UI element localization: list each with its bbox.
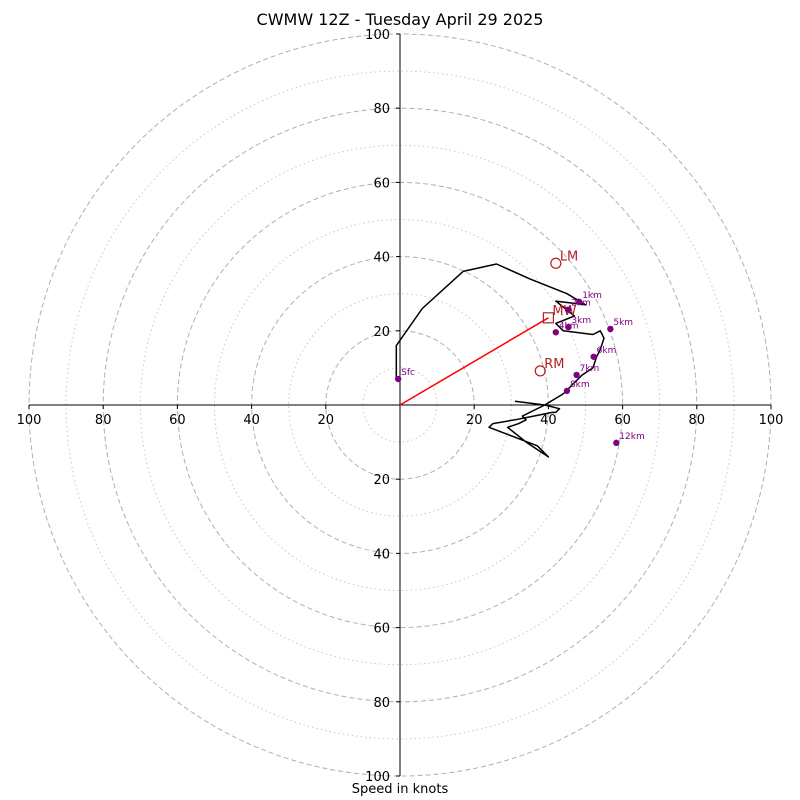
storm-motion-mw-marker [542, 312, 555, 324]
height-marker-3km [565, 323, 572, 331]
height-marker-4km [552, 329, 560, 336]
y-tick-bottom-80: 80 [373, 696, 390, 711]
hodograph-line [395, 263, 605, 458]
x-tick-right-60: 60 [614, 413, 631, 428]
hodograph-trace [395, 263, 605, 458]
x-tick-right-20: 20 [466, 413, 483, 428]
height-label-12km: 12km [619, 432, 644, 442]
x-tick-right-100: 100 [759, 413, 784, 428]
height-label-7km: 7km [580, 364, 600, 374]
storm-motion-lm-marker [550, 257, 562, 269]
tick-labels: 100 80 60 40 20 20 40 60 80 100 100 80 60 40 20 20 40 60 8… [17, 28, 784, 785]
height-label-6km: 6km [597, 346, 617, 356]
storm-motion-rm-label: RM [544, 357, 564, 372]
y-tick-bottom-60: 60 [373, 622, 390, 637]
height-label-2km: 2km [571, 299, 591, 309]
y-tick-top-40: 40 [373, 251, 390, 266]
storm-motion-markers: LM RM MW [534, 249, 578, 377]
height-label-sfc: Sfc [401, 368, 415, 378]
storm-motion-lm-label: LM [560, 249, 578, 264]
height-label-5km: 5km [613, 318, 633, 328]
y-tick-bottom-100: 100 [365, 770, 390, 785]
y-tick-top-100: 100 [365, 28, 390, 43]
storm-motion-rm-marker [534, 365, 546, 377]
height-marker-5km [607, 325, 614, 333]
x-tick-right-80: 80 [689, 413, 706, 428]
y-tick-top-20: 20 [373, 325, 390, 340]
x-axis-label: Speed in knots [351, 782, 449, 797]
height-label-4km: 4km [559, 321, 579, 331]
shear-vector [399, 317, 549, 406]
y-tick-bottom-20: 20 [373, 473, 390, 488]
y-tick-top-60: 60 [373, 176, 390, 191]
height-label-1km: 1km [582, 291, 602, 301]
height-label-8km: 8km [570, 380, 590, 390]
height-marker-8km [563, 387, 571, 395]
x-tick-left-40: 40 [243, 413, 260, 428]
x-tick-left-20: 20 [318, 413, 335, 428]
height-marker-1km [575, 298, 583, 306]
height-marker-7km [573, 371, 580, 379]
height-marker-12km [613, 439, 620, 447]
storm-motion-mw-label: MW [552, 304, 576, 319]
y-tick-bottom-40: 40 [373, 547, 390, 562]
height-label-3km: 3km [571, 316, 591, 326]
x-tick-left-80: 80 [95, 413, 112, 428]
height-marker-sfc [394, 375, 402, 383]
chart-title: CWMW 12Z - Tuesday April 29 2025 [256, 10, 544, 29]
shear-vector-line [399, 317, 549, 406]
height-marker-6km [590, 353, 597, 360]
height-marker-2km [564, 306, 572, 313]
x-tick-left-100: 100 [17, 413, 42, 428]
x-tick-right-40: 40 [540, 413, 557, 428]
y-tick-top-80: 80 [373, 102, 390, 117]
x-tick-left-60: 60 [169, 413, 186, 428]
